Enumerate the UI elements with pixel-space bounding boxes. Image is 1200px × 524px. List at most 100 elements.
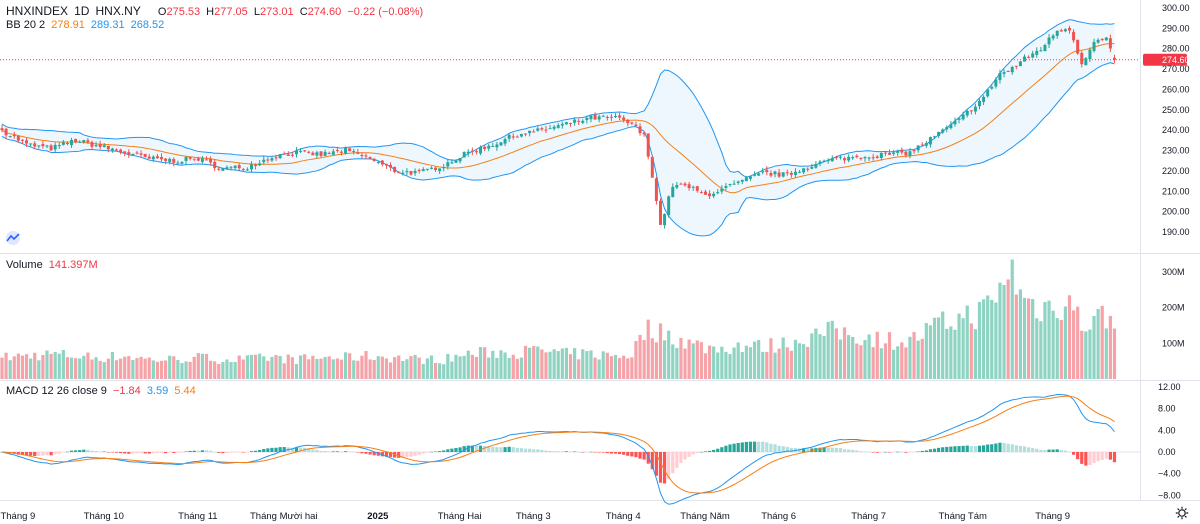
volume-tick-label: 100M (1162, 338, 1185, 348)
volume-bar (208, 360, 213, 379)
volume-bar (69, 357, 74, 379)
candle-body (172, 159, 176, 163)
volume-bar (622, 355, 626, 379)
macd-histogram-bar (703, 451, 708, 452)
time-axis-label: Tháng 11 (178, 511, 217, 522)
volume-bar (838, 339, 843, 379)
volume-bar (503, 352, 507, 379)
candle-body (86, 140, 90, 143)
volume-bar (1104, 328, 1108, 379)
candle-body (487, 145, 491, 149)
candle-body (724, 186, 728, 188)
candle-body (708, 193, 712, 197)
macd-histogram-bar (1018, 445, 1023, 452)
candle-body (663, 214, 667, 226)
price-tick-label: 270.00 (1162, 64, 1190, 74)
candle-body (323, 151, 327, 156)
volume-bar (119, 358, 123, 379)
macd-histogram-bar (417, 452, 421, 455)
price-tick-label: 300.00 (1162, 3, 1190, 13)
macd-histogram-bar (33, 452, 37, 457)
volume-bar (1067, 295, 1072, 379)
candle-body (810, 166, 814, 169)
volume-bar (303, 354, 307, 379)
candle-body (879, 153, 883, 158)
macd-histogram-bar (589, 451, 593, 453)
macd-histogram-bar (720, 447, 724, 452)
volume-bar (826, 321, 830, 379)
candle-body (806, 168, 810, 170)
macd-histogram-bar (752, 441, 757, 452)
low-label: L (253, 6, 260, 18)
volume-bar (994, 302, 998, 379)
candle-body (176, 162, 180, 164)
candle-body (671, 186, 675, 197)
macd-histogram-bar (503, 447, 507, 452)
volume-bar (458, 356, 462, 379)
candle-body (409, 170, 413, 175)
macd-histogram-bar (994, 443, 998, 452)
candle-body (654, 178, 658, 201)
candle-body (299, 150, 303, 152)
candle-body (1108, 38, 1112, 49)
volume-bar (29, 358, 33, 379)
volume-bar (1096, 309, 1100, 379)
macd-histogram-bar (311, 449, 315, 452)
volume-legend[interactable]: Volume 141.397M (6, 259, 101, 271)
tradingview-logo-icon[interactable] (4, 231, 22, 245)
volume-bar (818, 334, 822, 379)
candle-body (658, 200, 662, 225)
macd-histogram-bar (924, 450, 928, 452)
macd-histogram-bar (577, 451, 581, 453)
macd-histogram-bar (1026, 447, 1031, 452)
candle-body (389, 164, 393, 168)
volume-bar (294, 363, 299, 379)
macd-histogram-bar (454, 447, 458, 452)
macd-histogram-bar (266, 448, 270, 452)
candle-body (1112, 57, 1116, 60)
volume-bar (1039, 321, 1043, 379)
candle-body (536, 128, 540, 131)
volume-bar (847, 335, 851, 379)
macd-histogram-bar (957, 446, 961, 452)
macd-histogram-bar (474, 445, 479, 452)
macd-histogram-bar (875, 452, 879, 453)
macd-histogram-bar (585, 452, 589, 453)
candle-body (339, 151, 343, 153)
gear-icon[interactable] (1175, 506, 1189, 520)
volume-bar (630, 357, 634, 379)
candle-body (699, 192, 703, 194)
macd-histogram-bar (172, 452, 176, 453)
macd-tick-label: 4.00 (1158, 425, 1176, 435)
candle-body (8, 136, 12, 138)
macd-histogram-bar (65, 451, 70, 453)
bb-legend[interactable]: BB 20 2 278.91 289.31 268.52 (6, 19, 167, 31)
volume-bar (1010, 259, 1014, 379)
candle-body (384, 164, 388, 166)
volume-bar (593, 357, 597, 379)
macd-histogram-bar (879, 452, 883, 453)
macd-legend[interactable]: MACD 12 26 close 9 −1.84 3.59 5.44 (6, 385, 199, 397)
symbol-name[interactable]: HNXINDEX (6, 4, 69, 18)
candle-body (143, 153, 147, 157)
macd-histogram-bar (233, 452, 237, 453)
candlestick-series (0, 25, 1116, 229)
macd-histogram-bar (642, 452, 646, 460)
candle-body (466, 151, 470, 154)
interval[interactable]: 1D (74, 4, 90, 18)
candle-body (581, 120, 585, 123)
macd-histogram-bar (180, 452, 184, 453)
open-label: O (157, 6, 167, 18)
volume-bar (360, 355, 364, 379)
candle-body (319, 151, 323, 157)
macd-line (1, 394, 1115, 505)
price-tick-label: 250.00 (1162, 105, 1190, 115)
candle-body (859, 157, 863, 159)
close-value: 274.60 (307, 6, 342, 18)
volume-bar (867, 334, 871, 379)
macd-histogram-bar (192, 450, 196, 452)
candle-body (74, 138, 78, 143)
time-axis-label: Tháng 9 (1035, 511, 1070, 522)
candle-body (650, 156, 654, 178)
